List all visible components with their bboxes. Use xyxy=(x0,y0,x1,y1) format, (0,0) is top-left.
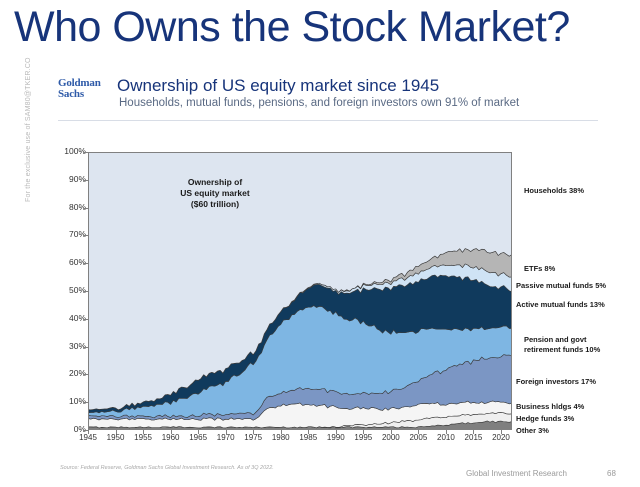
x-axis-tick xyxy=(445,430,447,434)
series-label-households: Households 38% xyxy=(524,186,585,195)
y-axis-tick-label: 90% xyxy=(68,173,86,184)
watermark-text: For the exclusive use of SAM80@TKER.CO xyxy=(25,57,32,202)
x-axis-tick-label: 1975 xyxy=(244,433,263,442)
x-axis-tick xyxy=(253,430,255,434)
x-axis-tick xyxy=(143,430,145,434)
plot-border xyxy=(88,152,512,430)
x-axis-tick-label: 1980 xyxy=(271,433,290,442)
logo-line-1: Goldman xyxy=(58,77,101,89)
x-axis-labels: 1945 1950 1955 1960 1965 1970 1975 1980 1985 1990… xyxy=(79,433,512,447)
x-axis-tick-label: 2005 xyxy=(409,433,428,442)
x-axis-tick-label: 1990 xyxy=(326,433,345,442)
x-axis-tick-label: 2015 xyxy=(464,433,483,442)
y-axis-tick-label: 20% xyxy=(68,368,86,379)
x-axis-tick xyxy=(225,430,227,434)
title-divider xyxy=(58,120,598,121)
x-axis-tick-label: 2000 xyxy=(381,433,400,442)
annotation-line-1: Ownership of xyxy=(187,177,243,187)
x-axis-tick-label: 1950 xyxy=(106,433,125,442)
series-label-business-hldgs: Business hldgs 4% xyxy=(516,402,585,411)
y-axis-tick xyxy=(84,263,88,265)
y-axis-tick-label: 60% xyxy=(68,257,86,268)
series-label-pension-and-govt-retirement-funds: Pension and govt retirement funds 10% xyxy=(524,335,600,354)
y-axis-tick xyxy=(84,179,88,181)
chart-title: Ownership of US equity market since 1945 xyxy=(117,76,440,95)
y-axis-tick-label: 70% xyxy=(68,229,86,240)
y-axis-tick-label: 30% xyxy=(68,340,86,351)
y-axis-tick xyxy=(84,374,88,376)
goldman-sachs-logo: Goldman Sachs xyxy=(58,78,122,99)
stacked-area-chart xyxy=(88,152,512,430)
x-axis-tick xyxy=(88,430,89,434)
annotation-line-2: US equity market xyxy=(180,188,250,198)
x-axis-tick xyxy=(335,430,337,434)
x-axis-tick xyxy=(363,430,365,434)
x-axis-tick-label: 2010 xyxy=(437,433,455,442)
x-axis-tick-label: 1995 xyxy=(354,433,373,442)
x-axis-tick-label: 1985 xyxy=(299,433,318,442)
series-label-passive-mutual-funds: Passive mutual funds 5% xyxy=(516,281,607,290)
footer-page-number: 68 xyxy=(607,469,616,478)
x-axis-tick xyxy=(500,430,502,434)
annotation-line-3: ($60 trillion) xyxy=(190,199,240,209)
y-axis-tick-label: 50% xyxy=(68,285,86,295)
x-axis-tick-label: 1970 xyxy=(216,433,235,442)
x-axis-tick xyxy=(280,430,282,434)
x-axis-tick xyxy=(390,430,392,434)
y-axis-tick xyxy=(84,291,88,292)
chart-subtitle: Households, mutual funds, pensions, and … xyxy=(119,97,520,109)
x-axis-tick-label: 1955 xyxy=(134,433,152,442)
x-axis-tick xyxy=(170,430,172,434)
x-axis-tick-label: 1960 xyxy=(161,433,180,442)
x-axis-tick xyxy=(418,430,420,434)
series-labels-group: Other 3% Hedge funds 3% Business hldgs 4% F… xyxy=(516,150,640,440)
footer-department: Global Investment Research xyxy=(466,469,567,478)
series-label-line-1: Pension and govt xyxy=(524,335,587,344)
y-axis-tick xyxy=(84,318,88,320)
y-axis-tick xyxy=(84,235,88,237)
chart-plot-area xyxy=(88,152,512,430)
series-label-etfs: ETFs 8% xyxy=(524,264,556,273)
y-axis-tick xyxy=(84,152,88,153)
source-note: Source: Federal Reserve, Goldman Sachs G… xyxy=(60,465,274,471)
x-axis-tick-label: 1945 xyxy=(79,433,97,442)
y-axis-tick-label: 0% xyxy=(73,424,86,434)
series-label-hedge-funds: Hedge funds 3% xyxy=(516,414,575,423)
x-axis-tick xyxy=(473,430,475,434)
x-axis-tick-label: 1965 xyxy=(189,433,208,442)
x-axis-tick xyxy=(198,430,200,434)
series-label-active-mutual-funds: Active mutual funds 13% xyxy=(516,300,605,309)
area-band xyxy=(88,152,512,411)
y-axis-tick xyxy=(84,346,88,348)
x-axis-tick xyxy=(308,430,310,434)
series-label-other: Other 3% xyxy=(516,426,549,435)
y-axis-tick xyxy=(84,402,88,404)
logo-line-2: Sachs xyxy=(58,87,84,100)
y-axis-tick-label: 100% xyxy=(64,146,86,156)
series-label-foreign-investors: Foreign investors 17% xyxy=(516,377,597,386)
y-axis-tick-label: 40% xyxy=(68,312,86,323)
series-label-line-2: retirement funds 10% xyxy=(524,344,601,354)
y-axis-labels: 0% 10% 20% 30% 40% 50% 60% 70% 80% 90% 100% xyxy=(58,146,86,436)
x-axis-tick xyxy=(115,430,117,434)
y-axis-tick xyxy=(84,207,88,209)
in-chart-annotation: Ownership of US equity market ($60 trill… xyxy=(151,177,279,210)
page-title: Who Owns the Stock Market? xyxy=(14,3,570,51)
y-axis-tick xyxy=(84,430,88,431)
y-axis-tick-label: 80% xyxy=(68,201,86,212)
y-axis-tick-label: 10% xyxy=(68,396,86,407)
area-series-group xyxy=(88,152,512,430)
x-axis-tick-label: 2020 xyxy=(492,433,510,442)
